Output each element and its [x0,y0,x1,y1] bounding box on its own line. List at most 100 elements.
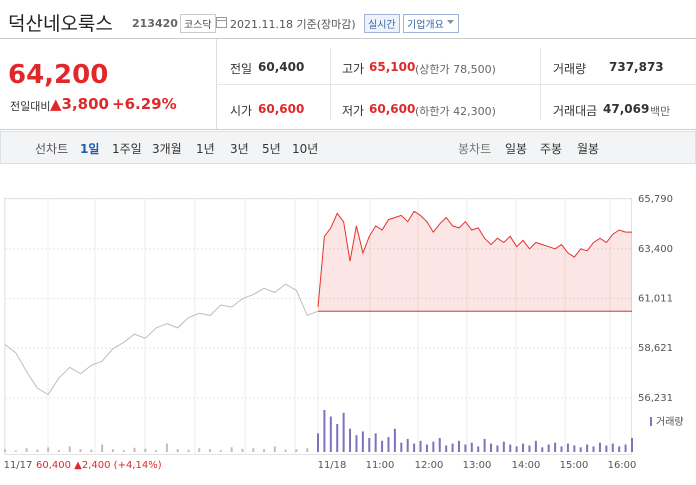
summary-box [0,38,696,130]
volume-bar [165,443,168,452]
prev-summary: 60,400 ▲2,400 (+4,14%) [36,460,162,471]
volume-bar [432,441,435,452]
volume-bar [438,438,441,452]
volume-bar [464,444,467,452]
volume-bar [573,445,576,452]
candle-tab[interactable]: 주봉 [540,142,563,156]
price-change: ▲3,800 [50,95,109,113]
y-tick-label: 56,231 [638,393,673,404]
dropdown-arrow [447,20,454,24]
volume-bar [36,449,39,452]
x-tick-label: 14:00 [512,460,541,471]
volume-bar [14,450,17,452]
volume-bar [554,442,557,452]
volume-bar [400,442,403,452]
volume-bar [144,448,147,452]
volume-bar [263,449,266,452]
period-tab[interactable]: 3개월 [152,142,182,156]
volume-bar [534,440,537,452]
period-tab[interactable]: 1년 [196,142,215,156]
summary-value: 47,069 [603,102,650,116]
volume-bar [355,435,358,452]
volume-bar [79,449,82,452]
volume-bar [155,450,158,452]
candle-tab[interactable]: 일봉 [505,142,528,156]
y-tick-label: 58,621 [638,343,673,354]
price-line [317,210,632,308]
candle-tab[interactable]: 월봉 [577,142,600,156]
volume-bar [295,449,298,452]
volume-bar [598,442,601,452]
volume-bar [393,428,396,452]
volume-bar [374,433,377,452]
price-area [318,211,632,312]
x-tick-label: 15:00 [560,460,589,471]
volume-bar [176,449,179,452]
chart: 거래량 65,790 63,400 61,011 58,621 56,231 11/17 1… [4,194,684,471]
stock-name: 덕산네오룩스 [8,13,113,35]
x-tick-label: 13:00 [463,460,492,471]
divider [216,84,696,85]
volume-bar [528,445,531,452]
volume-legend: 거래량 [656,416,684,428]
volume-bar [209,449,212,452]
volume-bar [451,443,454,452]
summary-value: 60,600 [258,102,305,116]
volume-bar [198,448,201,452]
price-line [4,283,319,396]
volume-bar [509,444,512,452]
volume-bar [541,447,544,452]
volume-bar [387,437,390,452]
period-tab[interactable]: 1주일 [112,142,142,156]
summary-note: (하한가 42,300) [415,105,496,118]
volume-bar [611,443,614,452]
volume-legend-swatch [650,417,652,426]
volume-bar [361,431,364,452]
volume-bar [68,446,71,452]
volume-bar [122,450,125,452]
realtime-button[interactable]: 실시간 [364,14,400,33]
volume-bar [483,438,486,452]
period-tab[interactable]: 3년 [230,142,249,156]
summary-label: 고가 [342,62,365,76]
change-label: 전일대비 [10,100,51,113]
summary-label: 거래대금 [553,104,598,118]
summary-value: 737,873 [609,60,664,74]
summary-unit: 백만 [650,105,671,118]
y-tick-label: 65,790 [638,194,673,205]
volume-bar [47,447,50,452]
period-tab[interactable]: 1일 [80,142,100,156]
overview-dropdown[interactable]: 기업개요 [403,14,459,33]
period-tab[interactable]: 10년 [292,142,319,156]
summary-label: 저가 [342,104,365,118]
volume-bar [342,412,345,452]
current-price: 64,200 [8,60,109,90]
summary-label: 거래량 [553,62,587,76]
volume-bar [329,416,332,452]
volume-bar [445,445,448,452]
volume-bar [490,443,493,452]
summary-value: 60,600 [369,102,416,116]
volume-bar [90,449,93,452]
volume-bar [25,448,28,452]
volume-bar [579,447,582,452]
volume-bar [419,440,422,452]
period-tab[interactable]: 5년 [262,142,281,156]
y-tick-label: 63,400 [638,244,673,255]
volume-bar [560,446,563,452]
volume-bar [381,440,384,452]
volume-bar [515,446,518,452]
summary-label: 시가 [230,104,253,118]
market-badge: 코스닥 [180,14,216,33]
x-tick-label: 12:00 [415,460,444,471]
summary-value: 60,400 [258,60,305,74]
volume-bar [470,442,473,452]
volume-bar [57,450,60,452]
summary-value: 65,100 [369,60,416,74]
volume-bar [631,438,633,452]
change-rate: +6.29% [112,95,177,113]
volume-bar [252,448,255,452]
volume-bar [4,449,6,452]
volume-bar [477,446,480,452]
